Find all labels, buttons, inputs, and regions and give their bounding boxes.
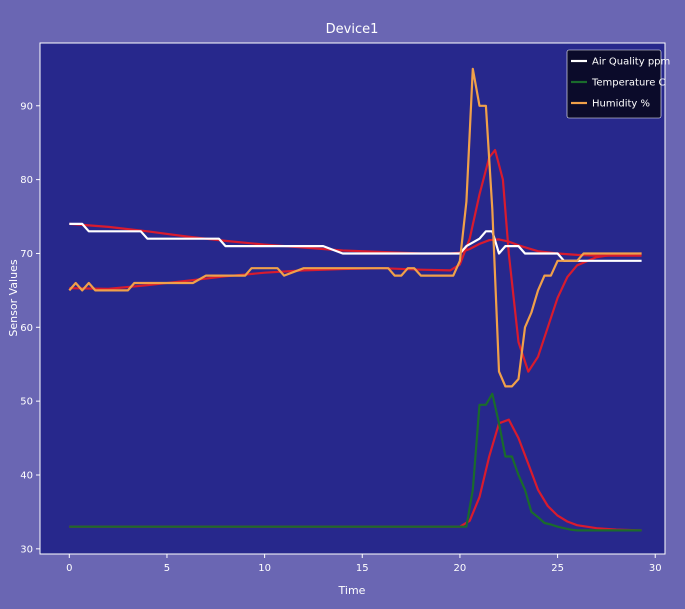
- series-line-temperature: [69, 392, 642, 532]
- legend-label: Air Quality ppm: [592, 57, 670, 68]
- axis-ticks: 0 5 10 15 20 25 30 30 40 50 60 70 80 90: [20, 101, 661, 574]
- y-tick-label: 40: [20, 470, 33, 481]
- legend: Air Quality ppm Temperature C Humidity %: [566, 49, 670, 119]
- y-axis-label: Sensor Values: [7, 259, 20, 336]
- legend-box: [566, 49, 662, 119]
- x-tick-label: 20: [454, 563, 467, 574]
- y-tick-label: 90: [20, 101, 33, 112]
- legend-label: Temperature C: [591, 78, 666, 89]
- x-tick-label: 10: [258, 563, 271, 574]
- chart-title: Device1: [326, 22, 379, 37]
- legend-label: Humidity %: [592, 99, 650, 110]
- y-tick-label: 80: [20, 175, 33, 186]
- series-line-humidity: [68, 67, 642, 388]
- plot-area: [39, 42, 666, 555]
- x-tick-label: 0: [66, 563, 72, 574]
- y-tick-label: 70: [20, 249, 33, 260]
- x-tick-label: 30: [649, 563, 662, 574]
- x-tick-label: 15: [356, 563, 369, 574]
- x-tick-label: 25: [551, 563, 564, 574]
- series-line-air: [69, 222, 642, 262]
- x-tick-label: 5: [164, 563, 170, 574]
- series-lines: [68, 67, 642, 532]
- y-tick-label: 60: [20, 323, 33, 334]
- y-tick-label: 30: [20, 544, 33, 555]
- x-axis-label: Time: [338, 584, 366, 597]
- y-tick-label: 50: [20, 397, 33, 408]
